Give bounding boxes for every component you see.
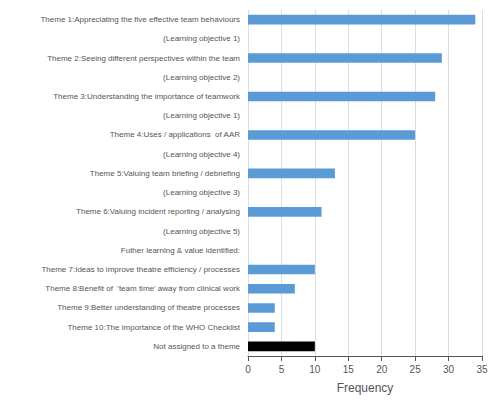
svg-text:(Learning objective 1): (Learning objective 1) [163,34,240,43]
svg-text:Not assigned to a theme: Not assigned to a theme [153,342,240,351]
svg-text:30: 30 [443,364,455,375]
svg-text:Theme 5:Valuing team briefing: Theme 5:Valuing team briefing / debriefi… [90,169,240,178]
svg-text:Theme 8:Benefit of 'team time: Theme 8:Benefit of 'team time' away from… [45,284,241,293]
svg-text:Theme 7:Ideas to improve theat: Theme 7:Ideas to improve theatre efficie… [41,265,240,274]
svg-text:Theme 10:The importance of the: Theme 10:The importance of the WHO Check… [67,323,240,332]
svg-text:20: 20 [376,364,388,375]
svg-text:Theme 9:Better understanding o: Theme 9:Better understanding of theatre … [57,303,240,312]
svg-text:(Learning objective 3): (Learning objective 3) [163,188,240,197]
svg-text:Theme 3:Understanding the impo: Theme 3:Understanding the importance of … [53,92,241,101]
svg-text:0: 0 [245,364,251,375]
svg-text:(Learning objective 5): (Learning objective 5) [163,227,240,236]
svg-text:15: 15 [343,364,355,375]
svg-text:25: 25 [410,364,422,375]
svg-text:Theme 6:Valuing incident repor: Theme 6:Valuing incident reporting / ana… [76,207,240,216]
svg-text:Futher learning & value identi: Futher learning & value identified: [121,246,240,255]
svg-text:Theme 1:Appreciating the five: Theme 1:Appreciating the five effective … [40,15,240,24]
svg-text:(Learning objective 4): (Learning objective 4) [163,150,240,159]
svg-text:(Learning objective 1): (Learning objective 1) [163,111,240,120]
svg-text:Theme 4:Uses / applications o: Theme 4:Uses / applications of AAR [110,130,241,139]
svg-text:Frequency: Frequency [337,381,394,395]
svg-text:(Learning objective 2): (Learning objective 2) [163,73,240,82]
svg-text:10: 10 [309,364,321,375]
svg-text:Theme 2:Seeing different persp: Theme 2:Seeing different perspectives wi… [47,54,240,63]
svg-text:5: 5 [279,364,285,375]
svg-text:35: 35 [476,364,488,375]
